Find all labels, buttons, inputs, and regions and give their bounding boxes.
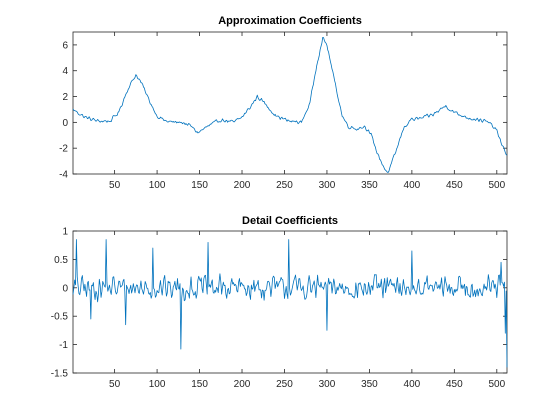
approximation-y-tick-label: 4 <box>62 66 68 77</box>
detail-y-tick-label: -1.5 <box>51 369 69 380</box>
detail-y-tick-label: 0 <box>62 283 68 294</box>
approximation-x-tick-label: 450 <box>446 180 463 191</box>
detail-x-tick-label: 350 <box>361 379 378 390</box>
detail-x-tick-label: 500 <box>488 379 505 390</box>
approximation-series <box>72 37 508 173</box>
detail-y-tick-label: 0.5 <box>54 255 68 266</box>
detail-title: Detail Coefficients <box>242 215 338 227</box>
approximation-y-tick-label: 0 <box>62 118 68 129</box>
detail-x-tick-label: 50 <box>109 379 121 390</box>
detail-y-tick-label: -0.5 <box>51 312 69 323</box>
approximation-axes: Approximation Coefficients 50 100 150 200 25… <box>59 15 508 191</box>
detail-y-ticks: -1.5 -1 -0.5 0 0.5 1 <box>51 227 507 380</box>
detail-series <box>72 239 508 368</box>
detail-plot-area <box>72 230 508 374</box>
approximation-y-tick-label: 2 <box>62 92 68 103</box>
approximation-y-tick-label: -4 <box>59 170 68 181</box>
approximation-x-tick-label: 50 <box>109 180 121 191</box>
detail-x-tick-label: 200 <box>234 379 251 390</box>
approximation-x-tick-label: 300 <box>319 180 336 191</box>
approximation-x-ticks: 50 100 150 200 250 300 350 400 450 500 <box>109 32 506 191</box>
detail-series-line <box>72 239 508 368</box>
approximation-x-tick-label: 500 <box>488 180 505 191</box>
detail-x-tick-label: 300 <box>319 379 336 390</box>
approximation-x-tick-label: 100 <box>149 180 166 191</box>
detail-y-tick-label: -1 <box>59 340 68 351</box>
approximation-y-tick-label: -2 <box>59 144 68 155</box>
approximation-plot-area <box>72 31 508 175</box>
approximation-x-tick-label: 150 <box>191 180 208 191</box>
approximation-x-tick-label: 200 <box>234 180 251 191</box>
detail-x-ticks: 50 100 150 200 250 300 350 400 450 500 <box>109 231 506 390</box>
detail-y-tick-label: 1 <box>62 227 68 238</box>
approximation-y-tick-label: 6 <box>62 40 68 51</box>
detail-x-tick-label: 400 <box>404 379 421 390</box>
approximation-x-tick-label: 250 <box>276 180 293 191</box>
detail-x-tick-label: 100 <box>149 379 166 390</box>
approximation-x-tick-label: 350 <box>361 180 378 191</box>
detail-x-tick-label: 450 <box>446 379 463 390</box>
approximation-title: Approximation Coefficients <box>218 15 362 27</box>
detail-x-tick-label: 150 <box>191 379 208 390</box>
approximation-x-tick-label: 400 <box>404 180 421 191</box>
detail-x-tick-label: 250 <box>276 379 293 390</box>
detail-axes: Detail Coefficients 50 100 150 200 250 300 350… <box>51 215 508 390</box>
approximation-series-line <box>72 37 508 173</box>
